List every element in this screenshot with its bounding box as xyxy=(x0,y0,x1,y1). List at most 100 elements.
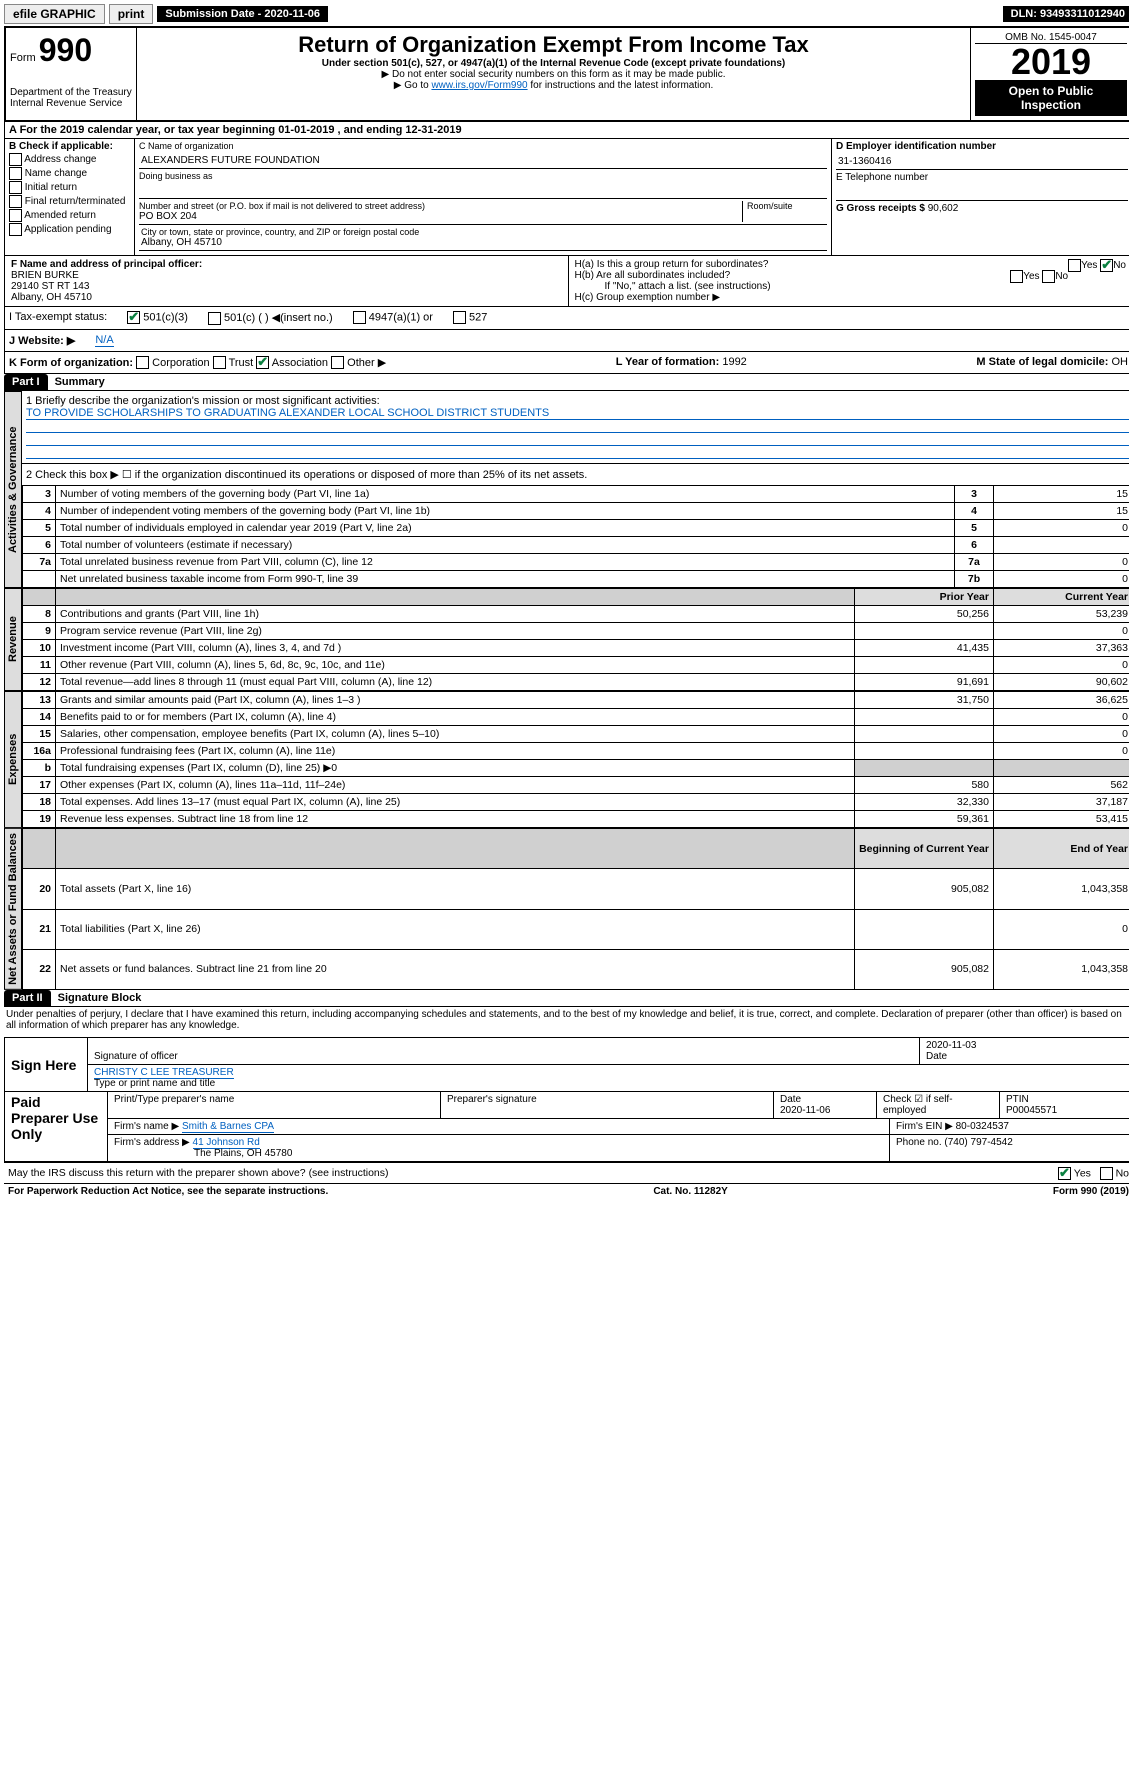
table-row: 7aTotal unrelated business revenue from … xyxy=(23,554,1129,571)
col-c: C Name of organization ALEXANDERS FUTURE… xyxy=(135,139,832,255)
submission-date: Submission Date - 2020-11-06 xyxy=(157,6,328,22)
hc-row: H(c) Group exemption number ▶ xyxy=(575,292,1127,303)
org-name: ALEXANDERS FUTURE FOUNDATION xyxy=(139,153,827,169)
discuss-no[interactable] xyxy=(1100,1167,1113,1180)
col-b: B Check if applicable: Address change Na… xyxy=(5,139,135,255)
row-klm: K Form of organization: Corporation Trus… xyxy=(4,352,1129,375)
table-row: 18Total expenses. Add lines 13–17 (must … xyxy=(23,794,1129,811)
mission-blank-3 xyxy=(26,446,1129,459)
hb-no[interactable] xyxy=(1042,270,1055,283)
checkbox-final-return-terminated[interactable]: Final return/terminated xyxy=(9,195,130,208)
side-netassets: Net Assets or Fund Balances xyxy=(4,828,22,990)
part1-netassets: Net Assets or Fund Balances Beginning of… xyxy=(4,828,1129,990)
ha-yes[interactable] xyxy=(1068,259,1081,272)
footer-form: Form 990 (2019) xyxy=(1053,1186,1129,1197)
table-row: 22Net assets or fund balances. Subtract … xyxy=(23,949,1129,989)
org-city: Albany, OH 45710 xyxy=(141,237,825,248)
website-label: J Website: ▶ xyxy=(9,334,75,347)
checkbox-address-change[interactable]: Address change xyxy=(9,153,130,166)
officer-name: BRIEN BURKE xyxy=(11,270,562,281)
chk-corp[interactable] xyxy=(136,356,149,369)
sig-date: 2020-11-03 xyxy=(926,1040,976,1051)
checkbox-name-change[interactable]: Name change xyxy=(9,167,130,180)
dln-label: DLN: 93493311012940 xyxy=(1003,6,1129,22)
form-header: Form 990 Department of the Treasury Inte… xyxy=(4,26,1129,122)
chk-501c[interactable] xyxy=(208,312,221,325)
chk-501c3[interactable] xyxy=(127,311,140,324)
row-i: I Tax-exempt status: 501(c)(3) 501(c) ( … xyxy=(4,307,1129,330)
checkbox-application-pending[interactable]: Application pending xyxy=(9,223,130,236)
mission-text: TO PROVIDE SCHOLARSHIPS TO GRADUATING AL… xyxy=(26,407,1129,420)
table-row: 3Number of voting members of the governi… xyxy=(23,486,1129,503)
dba-value xyxy=(139,183,827,199)
part2-header-row: Part II Signature Block xyxy=(4,990,1129,1007)
ptin-value: P00045571 xyxy=(1006,1105,1057,1116)
prep-name-label: Print/Type preparer's name xyxy=(108,1092,441,1118)
chk-527[interactable] xyxy=(453,311,466,324)
table-row: bTotal fundraising expenses (Part IX, co… xyxy=(23,760,1129,777)
chk-assoc[interactable] xyxy=(256,356,269,369)
hb-yes[interactable] xyxy=(1010,270,1023,283)
form-title: Return of Organization Exempt From Incom… xyxy=(141,32,966,58)
ein-value: 31-1360416 xyxy=(836,154,1128,170)
prep-date: 2020-11-06 xyxy=(780,1105,830,1116)
tax-status-label: I Tax-exempt status: xyxy=(9,311,107,325)
dept-label: Department of the Treasury Internal Reve… xyxy=(10,87,132,109)
k-group: K Form of organization: Corporation Trus… xyxy=(9,356,386,370)
line2-discontinued: 2 Check this box ▶ ☐ if the organization… xyxy=(22,464,1129,485)
b-label: B Check if applicable: xyxy=(9,141,130,152)
chk-trust[interactable] xyxy=(213,356,226,369)
declaration-text: Under penalties of perjury, I declare th… xyxy=(4,1007,1129,1033)
firm-ein-label: Firm's EIN ▶ xyxy=(896,1121,953,1132)
mission-blank-2 xyxy=(26,433,1129,446)
ptin-label: PTIN xyxy=(1006,1094,1029,1105)
mission-label: 1 Briefly describe the organization's mi… xyxy=(26,395,1129,407)
mission-blank-1 xyxy=(26,420,1129,433)
side-expenses: Expenses xyxy=(4,691,22,828)
ha-no[interactable] xyxy=(1100,259,1113,272)
discuss-yes[interactable] xyxy=(1058,1167,1071,1180)
firm-name: Smith & Barnes CPA xyxy=(182,1121,274,1133)
row-j: J Website: ▶ N/A xyxy=(4,330,1129,352)
self-emp-check: Check ☑ if self-employed xyxy=(877,1092,1000,1118)
section-bcde: B Check if applicable: Address change Na… xyxy=(4,139,1129,256)
part2-title: Signature Block xyxy=(58,992,142,1004)
table-row: 8Contributions and grants (Part VIII, li… xyxy=(23,606,1129,623)
firm-addr2: The Plains, OH 45780 xyxy=(194,1148,292,1159)
ein-label: D Employer identification number xyxy=(836,141,1128,152)
table-row: 5Total number of individuals employed in… xyxy=(23,520,1129,537)
sig-officer-label: Signature of officer xyxy=(94,1051,178,1062)
checkbox-amended-return[interactable]: Amended return xyxy=(9,209,130,222)
footer-pra: For Paperwork Reduction Act Notice, see … xyxy=(8,1186,328,1197)
col-deg: D Employer identification number 31-1360… xyxy=(832,139,1129,255)
officer-label: F Name and address of principal officer: xyxy=(11,259,562,270)
irs-link[interactable]: www.irs.gov/Form990 xyxy=(431,80,527,91)
domicile-label: M State of legal domicile: xyxy=(976,356,1108,368)
part1-revenue: Revenue Prior YearCurrent Year8Contribut… xyxy=(4,588,1129,691)
gross-label: G Gross receipts $ xyxy=(836,203,925,214)
table-row: 20Total assets (Part X, line 16)905,0821… xyxy=(23,869,1129,909)
checkbox-initial-return[interactable]: Initial return xyxy=(9,181,130,194)
hb-row: H(b) Are all subordinates included?Yes N… xyxy=(575,270,1127,281)
sign-here-label: Sign Here xyxy=(5,1038,88,1091)
table-row: Net unrelated business taxable income fr… xyxy=(23,571,1129,588)
paid-preparer-label: Paid Preparer Use Only xyxy=(5,1092,108,1161)
part1-header-row: Part I Summary xyxy=(4,374,1129,391)
firm-ein: 80-0324537 xyxy=(956,1121,1009,1132)
table-row: 12Total revenue—add lines 8 through 11 (… xyxy=(23,674,1129,691)
section-fh: F Name and address of principal officer:… xyxy=(4,256,1129,307)
part1-title: Summary xyxy=(55,376,105,388)
table-row: 11Other revenue (Part VIII, column (A), … xyxy=(23,657,1129,674)
signature-block: Sign Here Signature of officer 2020-11-0… xyxy=(4,1037,1129,1163)
room-label: Room/suite xyxy=(742,201,827,222)
efile-label: efile GRAPHIC xyxy=(4,4,105,24)
firm-addr-label: Firm's address ▶ xyxy=(114,1137,190,1148)
part1-header: Part I xyxy=(4,374,48,390)
print-button[interactable]: print xyxy=(109,4,154,24)
table-row: 16aProfessional fundraising fees (Part I… xyxy=(23,743,1129,760)
table-row: 9Program service revenue (Part VIII, lin… xyxy=(23,623,1129,640)
chk-other[interactable] xyxy=(331,356,344,369)
gross-value: 90,602 xyxy=(928,203,959,214)
part1-expenses: Expenses 13Grants and similar amounts pa… xyxy=(4,691,1129,828)
chk-4947[interactable] xyxy=(353,311,366,324)
